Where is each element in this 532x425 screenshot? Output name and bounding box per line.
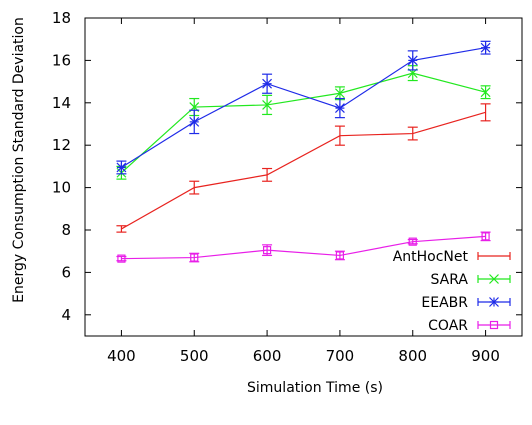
data-point [481,232,490,241]
data-point [117,254,126,263]
x-tick-label: 700 [326,347,355,365]
series-line [121,72,486,174]
series-SARA [116,65,491,180]
legend-marker [489,320,499,330]
legend-label: COAR [428,318,468,334]
y-axis-title: Energy Consumption Standard Deviation [11,17,27,303]
y-tick-label: 16 [52,51,71,69]
data-point [190,253,199,262]
x-axis-title: Simulation Time (s) [247,380,383,396]
y-tick-label: 12 [52,136,71,154]
legend-label: EEABR [421,295,468,311]
y-tick-label: 10 [52,179,71,197]
data-point [262,246,272,255]
legend-label: AntHocNet [393,249,469,265]
series-AntHocNet [116,103,491,233]
legend-label: SARA [431,272,469,288]
legend-item-COAR: COAR [428,318,511,334]
x-tick-label: 400 [107,347,136,365]
x-tick-label: 800 [398,347,427,365]
legend-item-SARA: SARA [431,272,511,288]
data-point [408,237,417,246]
series-line [121,47,486,168]
x-tick-label: 900 [471,347,500,365]
plot-area [116,40,491,263]
data-point-b [334,88,345,99]
legend: AntHocNet SARA EEABR COAR [393,249,511,334]
y-tick-label: 8 [61,221,71,239]
data-point-b [480,87,491,98]
axis-ticks: 400 500 600 700 800 900 4 6 8 10 12 14 16 18 [52,9,522,365]
legend-marker-b [489,274,499,284]
legend-item-EEABR: EEABR [421,295,511,311]
data-point [335,251,345,260]
series-line [121,235,486,260]
legend-item-AntHocNet: AntHocNet [393,249,511,265]
data-point-b [262,99,273,110]
series-COAR [116,231,491,263]
x-tick-label: 500 [180,347,209,365]
series-EEABR [116,40,491,175]
y-tick-label: 14 [52,94,71,112]
y-tick-label: 18 [52,9,71,27]
y-tick-label: 6 [61,263,71,281]
plot-frame [84,17,523,337]
x-tick-label: 600 [253,347,282,365]
series-line [121,111,486,230]
y-tick-label: 4 [61,306,71,324]
